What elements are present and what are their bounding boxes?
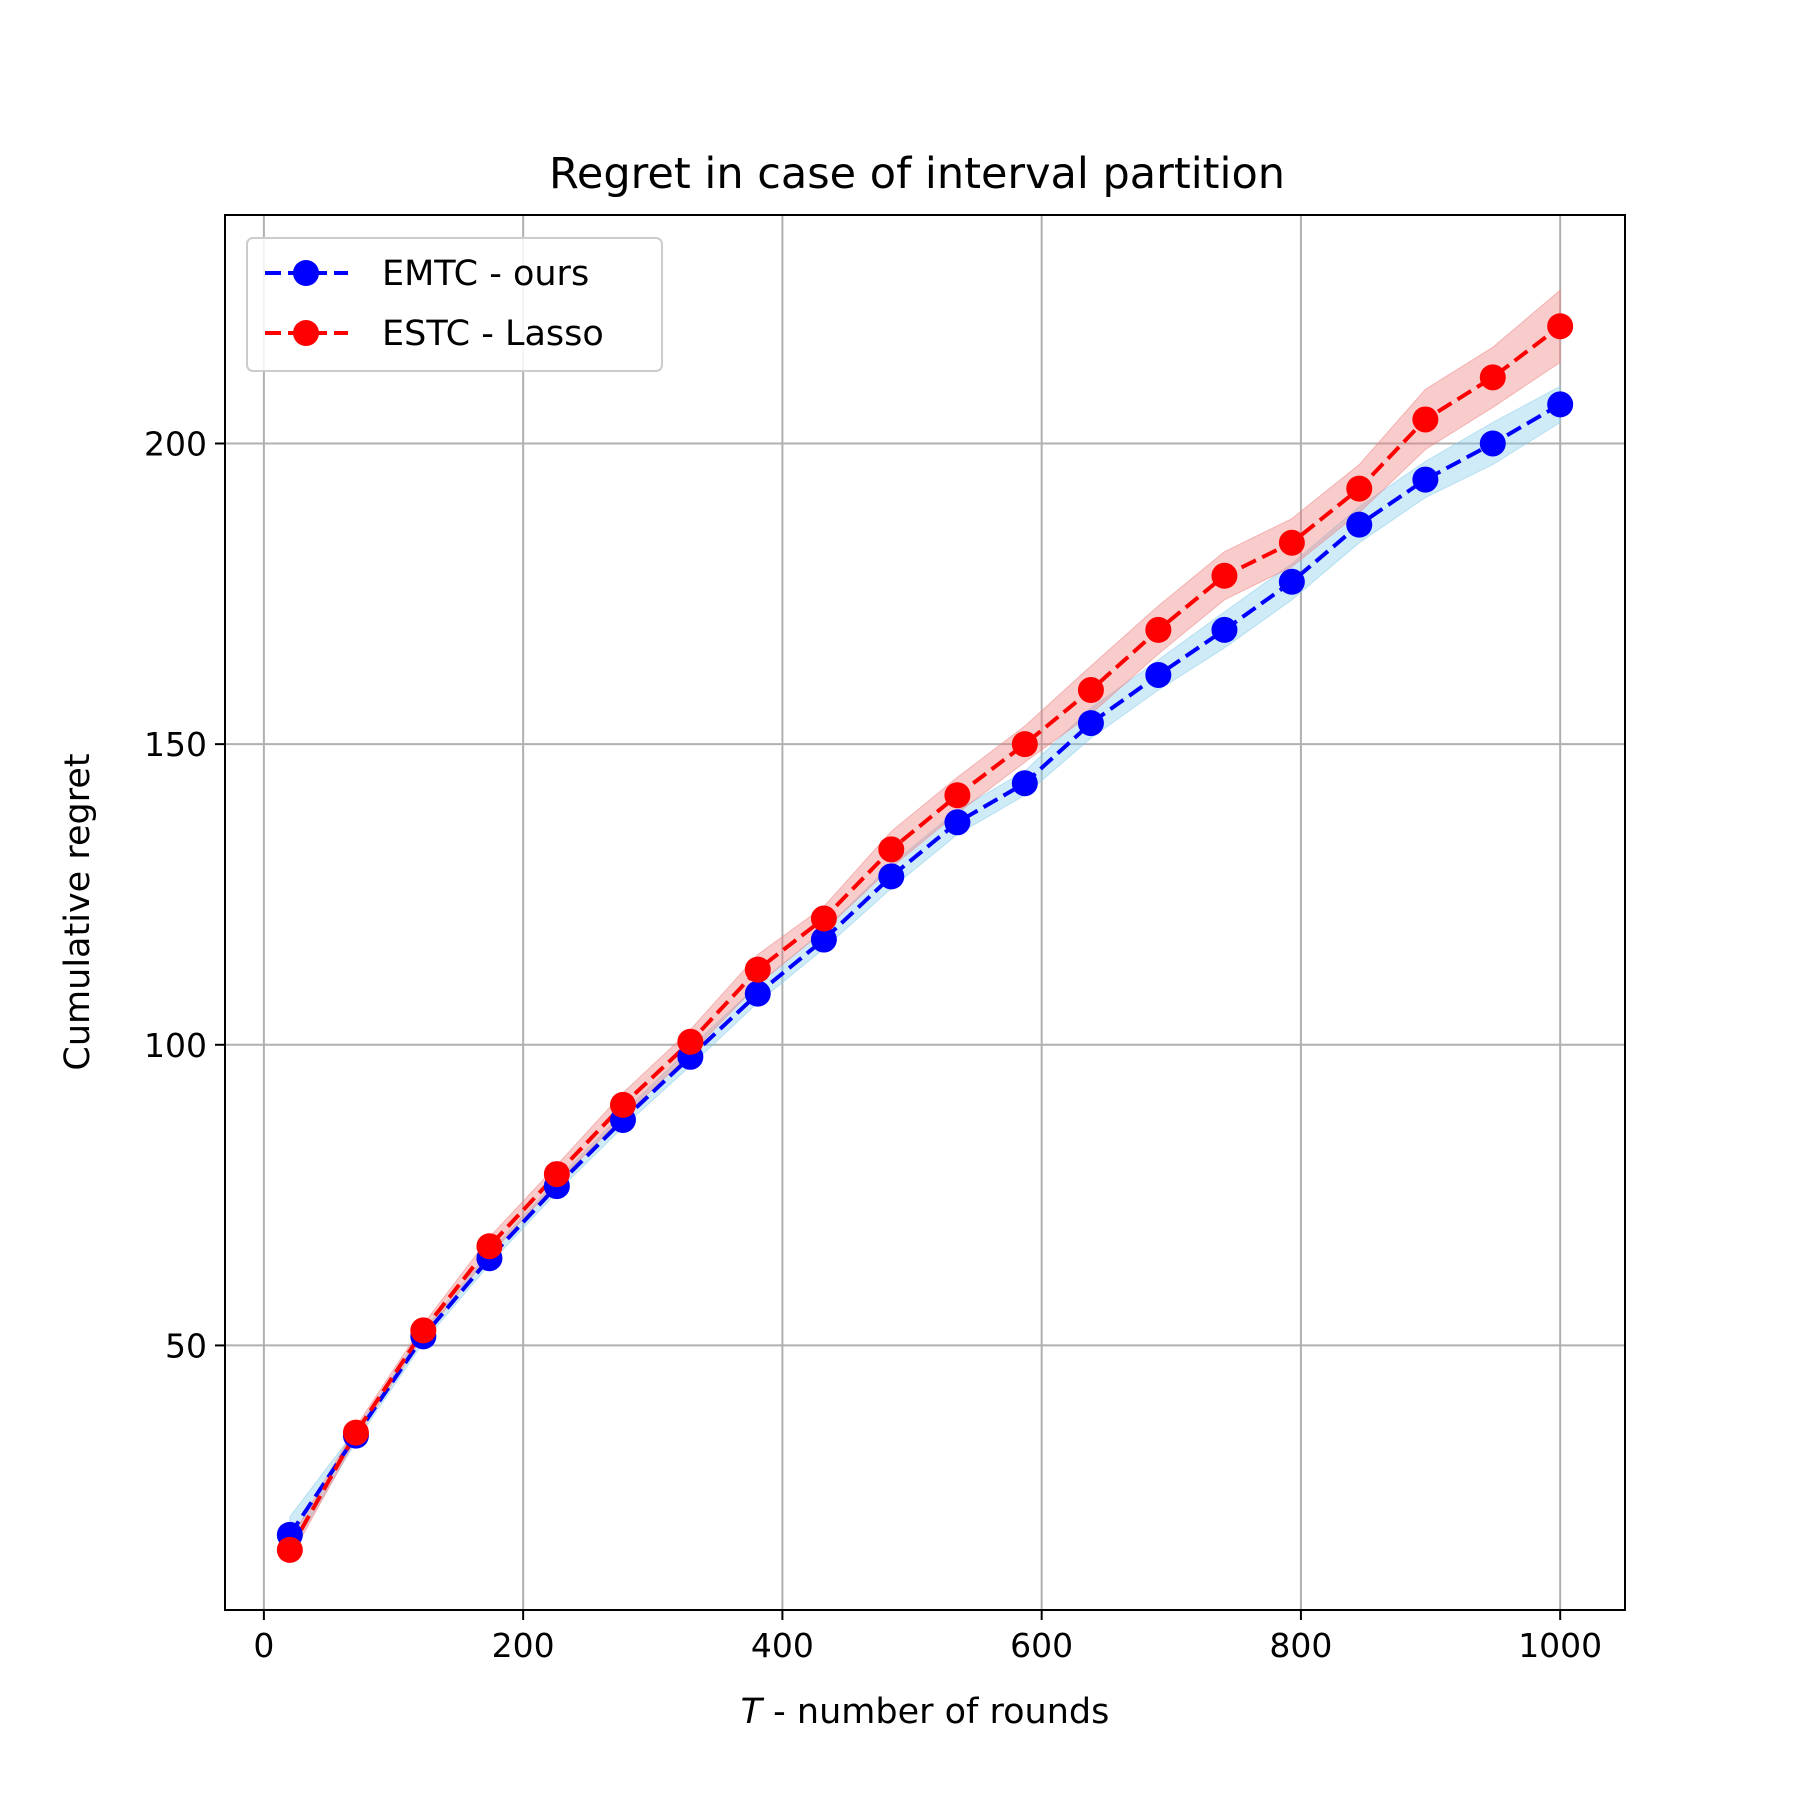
x-tick-label: 400 xyxy=(751,1626,814,1665)
legend-box xyxy=(246,237,663,372)
plot-frame xyxy=(224,214,1626,1611)
series-1-line xyxy=(288,324,1562,1551)
x-tick-label: 200 xyxy=(492,1626,555,1665)
series-1-point xyxy=(1346,475,1373,502)
series-0-point xyxy=(810,926,837,953)
legend-swatch-marker xyxy=(293,320,319,346)
series-1-point xyxy=(1211,562,1238,589)
series-markers xyxy=(276,313,1574,1563)
series-0-point xyxy=(944,809,971,836)
series-0-point xyxy=(1479,430,1506,457)
series-0-point xyxy=(1077,710,1104,737)
axis-ticks: 0 200 400 600 800 1000 50 100 150 200 xyxy=(144,424,1602,1665)
series-1-point xyxy=(878,836,905,863)
x-tick-label: 0 xyxy=(253,1626,274,1665)
y-tick-label: 200 xyxy=(144,424,207,463)
y-tick-label: 100 xyxy=(144,1026,207,1065)
series-0-point xyxy=(1346,511,1373,538)
series-0-point xyxy=(744,980,771,1007)
x-tick-label: 600 xyxy=(1010,1626,1073,1665)
series-0-point xyxy=(1278,568,1305,595)
series-0-band xyxy=(289,385,1561,1555)
series-1-point xyxy=(1479,364,1506,391)
series-1-point xyxy=(276,1536,303,1563)
legend-label: ESTC - Lasso xyxy=(382,314,604,354)
grid xyxy=(225,215,1625,1610)
series-1-point xyxy=(1412,406,1439,433)
legend-label: EMTC - ours xyxy=(382,254,589,294)
series-0-point xyxy=(878,863,905,890)
series-1-point xyxy=(1547,313,1574,340)
series-1-point xyxy=(810,905,837,932)
chart-title: Regret in case of interval partition xyxy=(549,149,1285,199)
series-1-point xyxy=(1278,529,1305,556)
series-1-point xyxy=(944,782,971,809)
series-0-point xyxy=(1547,391,1574,418)
x-tick-label: 800 xyxy=(1269,1626,1332,1665)
series-0-point xyxy=(1211,616,1238,643)
series-1-point xyxy=(1011,731,1038,758)
series-1-point xyxy=(1145,616,1172,643)
series-1-point xyxy=(543,1161,570,1188)
legend-swatch-marker xyxy=(293,260,319,286)
series-1-point xyxy=(744,956,771,983)
y-tick-label: 150 xyxy=(144,725,207,764)
series-1-point xyxy=(476,1233,503,1260)
y-tick-label: 50 xyxy=(165,1326,207,1365)
legend: EMTC - ours ESTC - Lasso xyxy=(246,237,663,372)
series-0-point xyxy=(1412,466,1439,493)
series-1-point xyxy=(609,1091,636,1118)
series-1-point xyxy=(410,1317,437,1344)
x-tick-label: 1000 xyxy=(1518,1626,1602,1665)
series-0-point xyxy=(1011,770,1038,797)
series-1-point xyxy=(1077,677,1104,704)
x-axis-label: T - number of rounds xyxy=(741,1692,1110,1732)
series-1-point xyxy=(677,1028,704,1055)
series-0-point xyxy=(1145,661,1172,688)
y-axis-label: Cumulative regret xyxy=(58,753,98,1070)
series-1-point xyxy=(342,1419,369,1446)
